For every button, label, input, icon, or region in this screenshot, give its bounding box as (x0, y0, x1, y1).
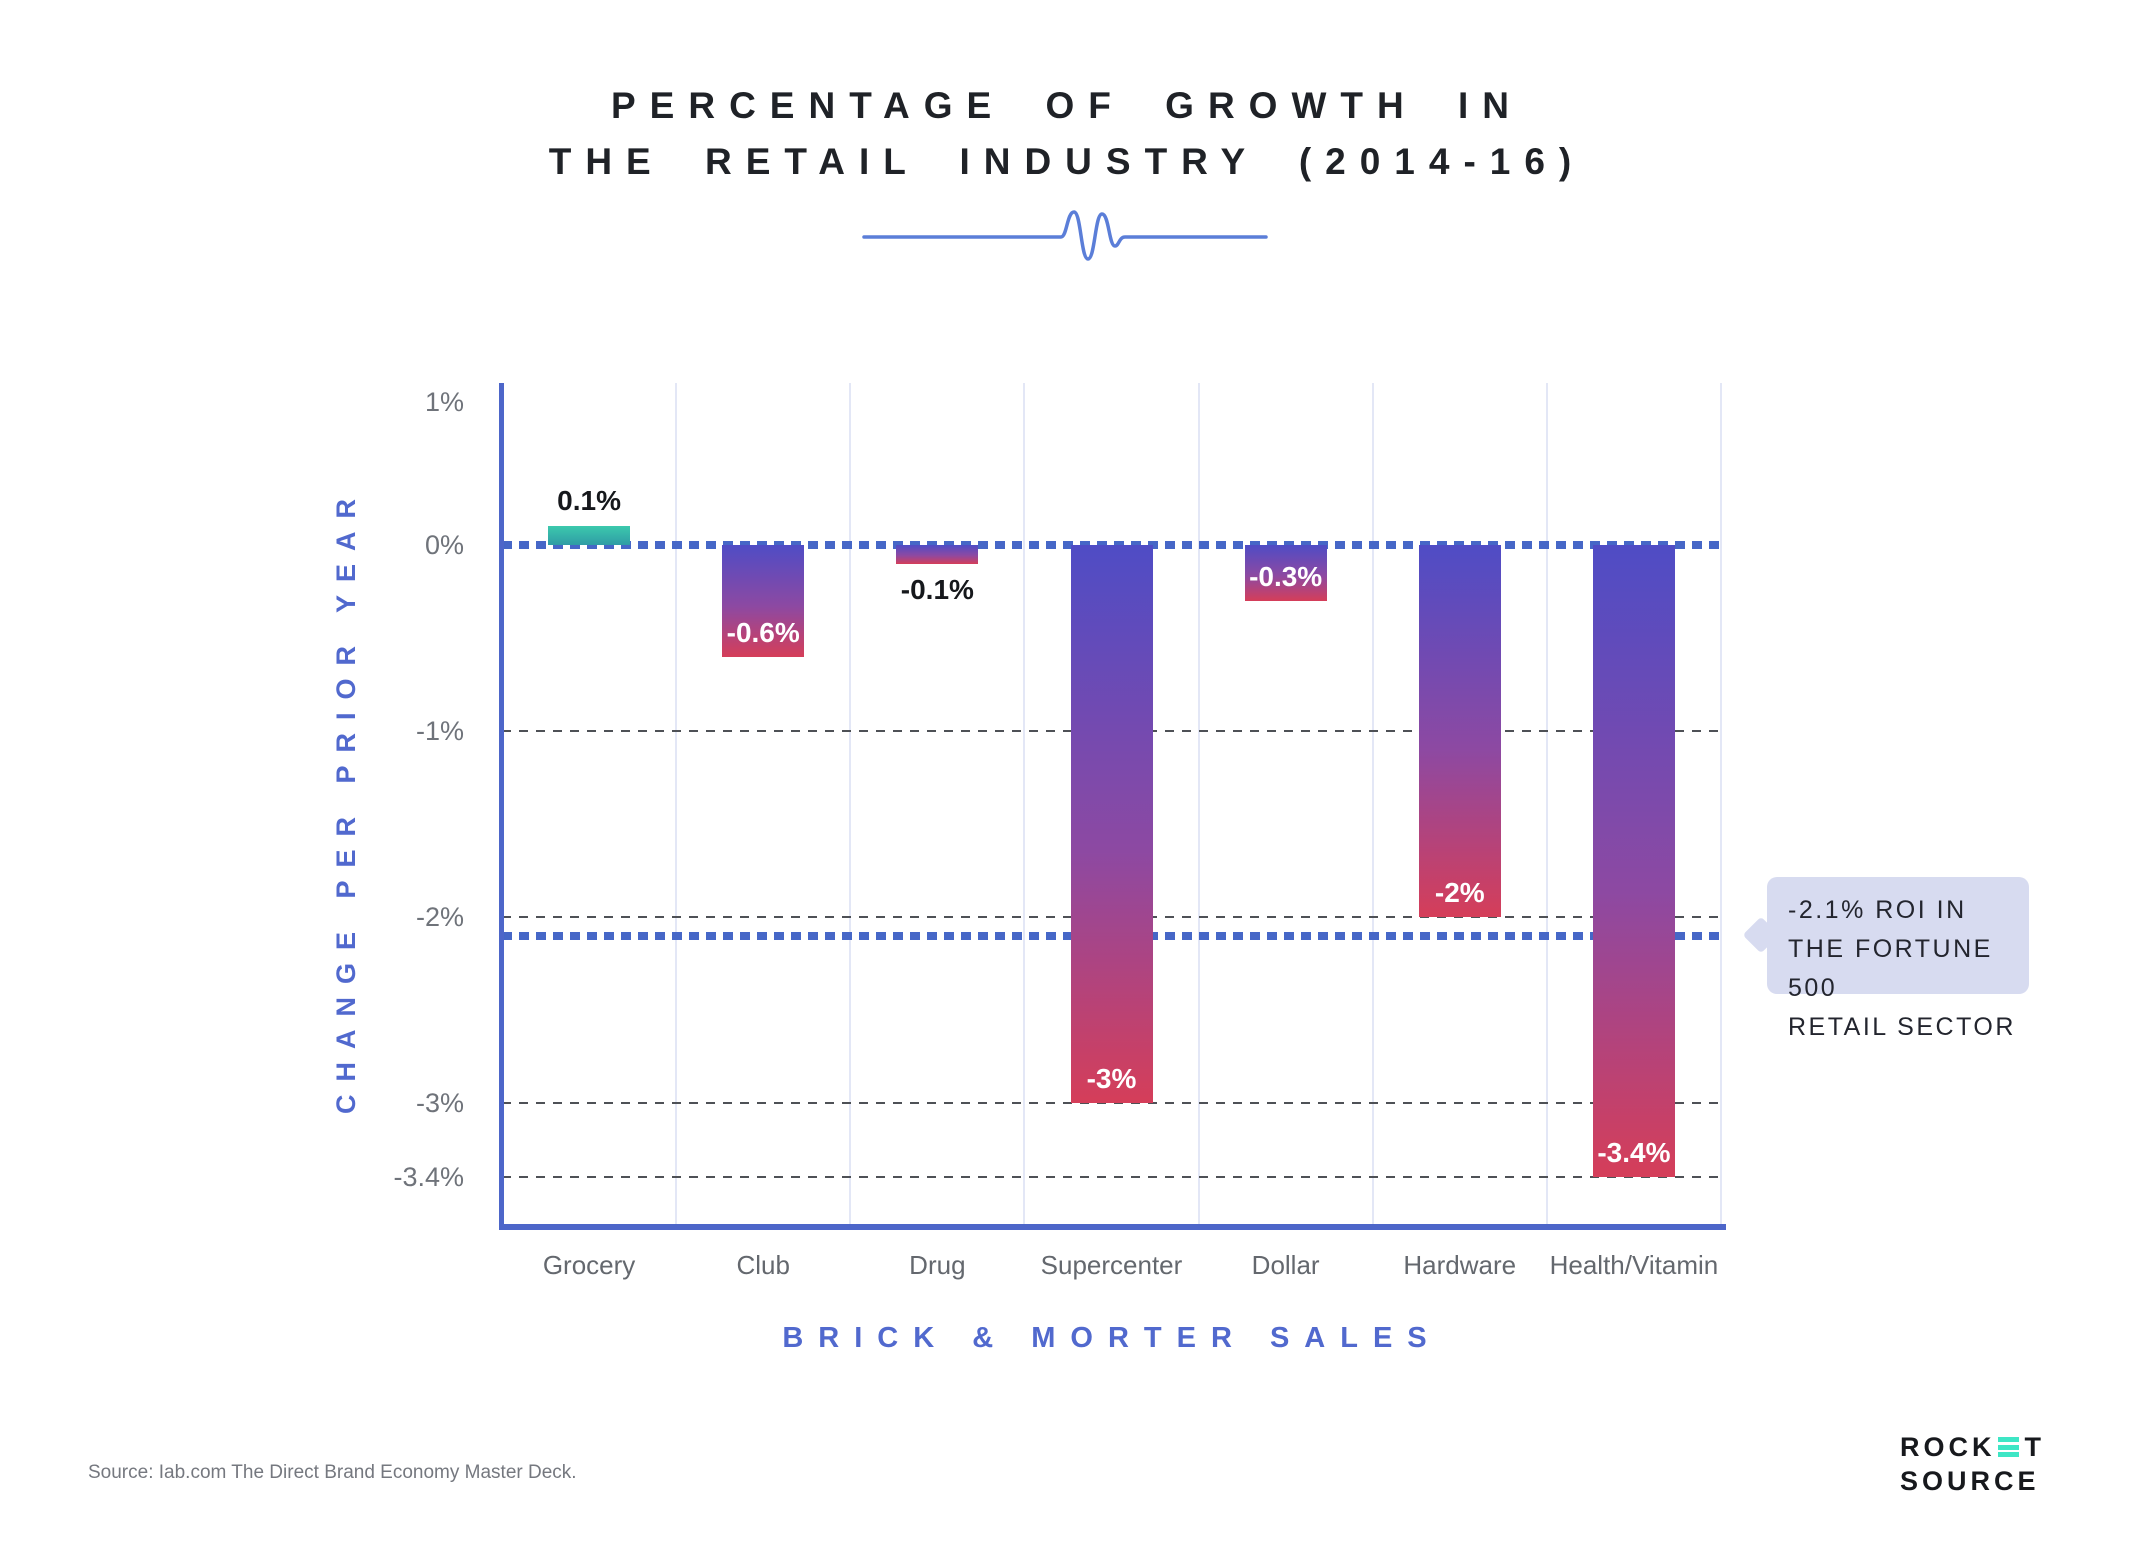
chart-title: PERCENTAGE OF GROWTH IN THE RETAIL INDUS… (0, 78, 2134, 190)
bar-dollar (1244, 545, 1327, 601)
roi-annotation-callout: -2.1% ROI IN THE FORTUNE 500 RETAIL SECT… (1767, 877, 2029, 1041)
grid-line-vertical (1371, 383, 1374, 1224)
y-tick-label: -2% (415, 902, 464, 932)
grid-line-vertical (1545, 383, 1548, 1224)
y-tick-label: 1% (424, 387, 464, 417)
bar-value-label: -3.4% (1597, 1137, 1671, 1169)
y-tick-label: -3% (415, 1088, 464, 1118)
source-note: Source: Iab.com The Direct Brand Economy… (88, 1462, 577, 1483)
x-axis-title: BRICK & MORTER SALES (782, 1322, 1442, 1354)
chart-title-line1: PERCENTAGE OF GROWTH IN (611, 85, 1523, 126)
bar-value-label: -0.6% (726, 616, 800, 648)
grid-line-vertical (675, 383, 678, 1224)
chart-title-line2: THE RETAIL INDUSTRY (2014-16) (548, 141, 1586, 182)
x-category-label: Dollar (1251, 1250, 1320, 1280)
logo-rock-text: ROCK (1900, 1432, 1996, 1462)
x-category-label: Hardware (1403, 1250, 1517, 1280)
bar-value-label: -0.3% (1249, 560, 1323, 592)
y-axis-line (499, 383, 504, 1230)
logo-t-text: T (2024, 1432, 2045, 1462)
bar-grocery (548, 526, 631, 545)
y-tick-label: -1% (415, 716, 464, 746)
y-tick-label: -3.4% (393, 1162, 464, 1193)
bar-value-label: -0.1% (900, 573, 974, 605)
bar-value-label: 0.1% (557, 485, 621, 517)
logo-line1: ROCK T (1900, 1430, 2045, 1464)
divider-squiggle-icon (862, 210, 1268, 261)
grid-line-vertical (849, 383, 852, 1224)
bar-health-vitamin (1592, 545, 1675, 1178)
x-category-label: Club (736, 1250, 790, 1280)
x-category-label: Health/Vitamin (1549, 1250, 1719, 1280)
x-category-label: Grocery (542, 1250, 636, 1280)
logo-line2: SOURCE (1900, 1466, 2040, 1496)
grid-line-vertical (1720, 383, 1722, 1224)
grid-line-vertical (1023, 383, 1026, 1224)
bar-supercenter (1070, 545, 1153, 1103)
bar-club (722, 545, 805, 657)
grid-line-vertical (1197, 383, 1200, 1224)
x-category-label: Supercenter (1040, 1250, 1183, 1280)
bar-hardware (1418, 545, 1501, 917)
grid-line-dashed (502, 1102, 1721, 1104)
rocketsource-logo: ROCK T SOURCE (1900, 1430, 2045, 1498)
bar-value-label: -3% (1086, 1063, 1137, 1094)
y-tick-label: 0% (424, 530, 464, 560)
bar-value-label: -2% (1434, 877, 1485, 908)
logo-e-icon (1997, 1437, 2019, 1457)
x-category-label: Drug (909, 1250, 966, 1280)
grid-line-dashed (502, 1176, 1721, 1179)
bar-drug (896, 545, 979, 564)
x-axis-line (499, 1224, 1726, 1230)
